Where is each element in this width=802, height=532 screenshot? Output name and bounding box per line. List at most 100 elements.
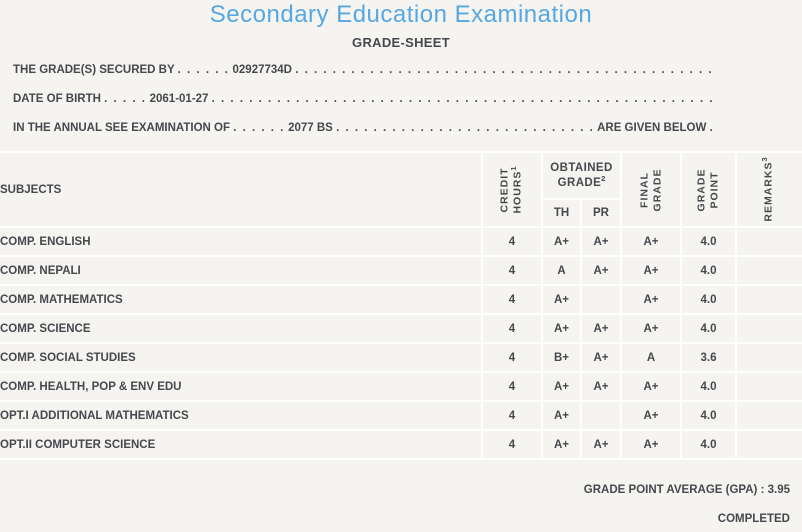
page-title: Secondary Education Examination [209, 1, 593, 28]
practical-subcolumn-header: PR [582, 200, 622, 228]
grade-point-cell: 4.0 [682, 257, 737, 286]
secured-by-label: THE GRADE(S) SECURED BY [13, 64, 175, 76]
secured-by-line: THE GRADE(S) SECURED BY . . . . . . 0292… [13, 61, 718, 79]
grade-point-cell: 4.0 [682, 315, 737, 344]
practical-grade-cell: A+ [582, 257, 622, 286]
student-id-value: 02927734D [232, 64, 292, 76]
table-header-row-top: SUBJECTS CREDIT HOURS1 OBTAINED GRADE2 F… [0, 151, 802, 228]
subject-cell: COMP. MATHEMATICS [0, 286, 483, 315]
theory-grade-cell: A+ [543, 373, 582, 402]
subject-cell: OPT.I ADDITIONAL MATHEMATICS [0, 402, 483, 431]
final-grade-cell: A+ [622, 373, 682, 402]
credit-hours-cell: 4 [483, 315, 543, 344]
theory-grade-cell: B+ [543, 344, 582, 373]
theory-grade-cell: A+ [543, 228, 582, 257]
credit-hours-cell: 4 [483, 257, 543, 286]
grade-point-cell: 4.0 [682, 228, 737, 257]
obtained-grade-footnote: 2 [601, 173, 606, 183]
secured-by-leader-dots: . . . . . . [177, 64, 230, 76]
date-of-birth-value: 2061-01-27 [149, 93, 209, 105]
subject-cell: COMP. ENGLISH [0, 228, 483, 257]
remarks-footnote: 3 [760, 157, 770, 162]
table-row: COMP. SOCIAL STUDIES 4 B+ A+ A 3.6 [0, 344, 802, 373]
date-of-birth-label: DATE OF BIRTH [13, 93, 101, 105]
obtained-grade-line1: OBTAINED [550, 161, 613, 174]
grade-point-vertical-text: GRADE POINT [682, 153, 735, 226]
remarks-vertical-text: REMARKS3 [737, 153, 802, 226]
table-row: COMP. HEALTH, POP & ENV EDU 4 A+ A+ A+ 4… [0, 373, 802, 402]
theory-grade-cell: A+ [543, 431, 582, 460]
examination-line: IN THE ANNUAL SEE EXAMINATION OF . . . .… [13, 119, 718, 137]
practical-grade-cell: A+ [582, 344, 622, 373]
credit-hours-cell: 4 [483, 228, 543, 257]
final-grade-cell: A+ [622, 257, 682, 286]
practical-grade-cell [582, 286, 622, 315]
grade-point-column-header: GRADE POINT [682, 151, 737, 228]
gpa-label: GRADE POINT AVERAGE (GPA) : [583, 484, 765, 496]
practical-grade-cell: A+ [582, 228, 622, 257]
credit-hours-vertical-text: CREDIT HOURS1 [483, 153, 541, 226]
subject-cell: OPT.II COMPUTER SCIENCE [0, 431, 483, 460]
obtained-grade-line2: GRADE [557, 176, 602, 189]
are-given-below-label: ARE GIVEN BELOW [597, 122, 707, 134]
theory-subcolumn-header: TH [543, 200, 582, 228]
table-row: COMP. NEPALI 4 A A+ A+ 4.0 [0, 257, 802, 286]
grade-point-line1: GRADE [695, 168, 708, 211]
final-grade-cell: A+ [622, 228, 682, 257]
secured-by-trailer-dots: . . . . . . . . . . . . . . . . . . . . … [295, 64, 718, 76]
credit-hours-line2: HOURS [512, 170, 524, 214]
credit-hours-cell: 4 [483, 431, 543, 460]
date-of-birth-line: DATE OF BIRTH . . . . . 2061-01-27 . . .… [13, 90, 718, 108]
remarks-cell [737, 373, 802, 402]
final-grade-cell: A+ [622, 315, 682, 344]
credit-hours-line1: CREDIT [499, 166, 511, 213]
table-row: COMP. ENGLISH 4 A+ A+ A+ 4.0 [0, 228, 802, 257]
obtained-grade-column-header: OBTAINED GRADE2 [543, 151, 622, 200]
final-grade-line1: FINAL [637, 171, 650, 208]
final-grade-column-header: FINAL GRADE [622, 151, 682, 228]
final-grade-cell: A+ [622, 431, 682, 460]
exam-trailer-dots: . . . [709, 122, 718, 134]
remarks-cell [737, 315, 802, 344]
exam-leader-dots: . . . . . . [233, 122, 285, 134]
subject-cell: COMP. HEALTH, POP & ENV EDU [0, 373, 483, 402]
grade-point-cell: 4.0 [682, 431, 737, 460]
grade-point-cell: 3.6 [682, 344, 737, 373]
remarks-cell [737, 228, 802, 257]
final-grade-cell: A+ [622, 402, 682, 431]
credit-hours-footnote: 1 [509, 165, 519, 171]
subject-cell: COMP. SCIENCE [0, 315, 483, 344]
grade-point-line2: POINT [708, 170, 721, 209]
theory-grade-cell: A+ [543, 315, 582, 344]
remarks-label: REMARKS [762, 161, 775, 222]
grade-point-cell: 4.0 [682, 286, 737, 315]
practical-grade-cell: A+ [582, 431, 622, 460]
dob-leader-dots: . . . . . [104, 93, 147, 105]
credit-hours-cell: 4 [483, 286, 543, 315]
remarks-cell [737, 402, 802, 431]
gpa-value: 3.95 [767, 484, 790, 496]
theory-grade-cell: A+ [543, 286, 582, 315]
dob-trailer-dots: . . . . . . . . . . . . . . . . . . . . … [211, 93, 718, 105]
grade-point-cell: 4.0 [682, 373, 737, 402]
subjects-column-header: SUBJECTS [0, 151, 483, 228]
credit-hours-cell: 4 [483, 344, 543, 373]
subject-cell: COMP. SOCIAL STUDIES [0, 344, 483, 373]
status-line: COMPLETED [718, 510, 790, 528]
final-grade-cell: A [622, 344, 682, 373]
grades-table: SUBJECTS CREDIT HOURS1 OBTAINED GRADE2 F… [0, 151, 802, 460]
gpa-line: GRADE POINT AVERAGE (GPA) : 3.95 [584, 481, 790, 499]
table-row: COMP. MATHEMATICS 4 A+ A+ 4.0 [0, 286, 802, 315]
practical-grade-cell: A+ [582, 373, 622, 402]
practical-grade-cell [582, 402, 622, 431]
status-completed: COMPLETED [717, 513, 790, 525]
table-row: COMP. SCIENCE 4 A+ A+ A+ 4.0 [0, 315, 802, 344]
final-grade-cell: A+ [622, 286, 682, 315]
remarks-cell [737, 344, 802, 373]
remarks-cell [737, 431, 802, 460]
theory-grade-cell: A [543, 257, 582, 286]
examination-label: IN THE ANNUAL SEE EXAMINATION OF [13, 122, 231, 134]
table-row: OPT.I ADDITIONAL MATHEMATICS 4 A+ A+ 4.0 [0, 402, 802, 431]
credit-hours-cell: 4 [483, 373, 543, 402]
